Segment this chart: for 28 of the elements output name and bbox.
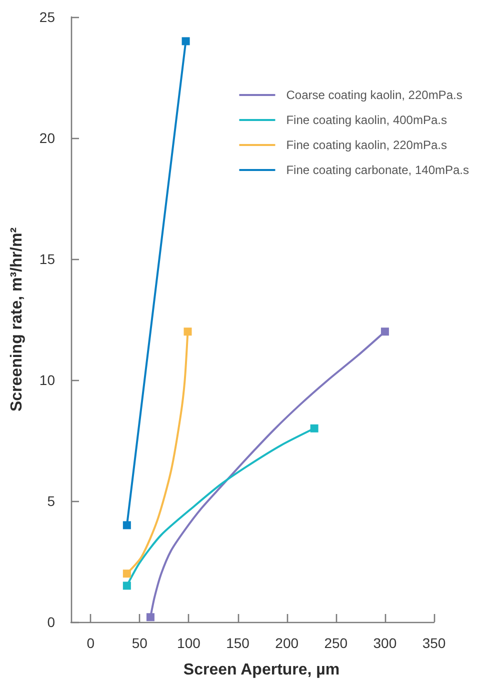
x-tick-label: 250 <box>324 635 348 651</box>
legend-label: Fine coating carbonate, 140mPa.s <box>286 163 470 177</box>
legend-label: Fine coating kaolin, 400mPa.s <box>286 113 447 127</box>
y-tick-label: 10 <box>39 372 56 388</box>
x-tick-label: 100 <box>177 635 201 651</box>
y-tick-label: 0 <box>47 614 56 630</box>
x-tick-label: 0 <box>86 635 95 651</box>
point <box>122 521 131 530</box>
x-axis-title: Screen Aperture, µm <box>183 662 340 678</box>
point <box>182 37 190 46</box>
point <box>146 613 154 622</box>
point <box>184 328 192 336</box>
y-tick-label: 20 <box>39 130 56 146</box>
y-tick-label: 15 <box>39 251 56 267</box>
point <box>310 424 318 432</box>
point <box>380 328 389 336</box>
x-tick-label: 50 <box>132 635 148 651</box>
point <box>122 570 131 578</box>
x-tick-label: 300 <box>373 635 397 651</box>
x-tick-label: 200 <box>275 635 299 651</box>
y-tick-label: 25 <box>39 9 56 25</box>
legend-label: Fine coating kaolin, 220mPa.s <box>286 138 447 152</box>
x-tick-label: 150 <box>226 635 250 651</box>
x-tick-label: 350 <box>422 635 446 651</box>
legend-label: Coarse coating kaolin, 220mPa.s <box>286 88 462 102</box>
point <box>122 582 131 590</box>
y-axis-title: Screening rate, m³/hr/m² <box>8 227 26 412</box>
y-tick-label: 5 <box>47 493 56 509</box>
